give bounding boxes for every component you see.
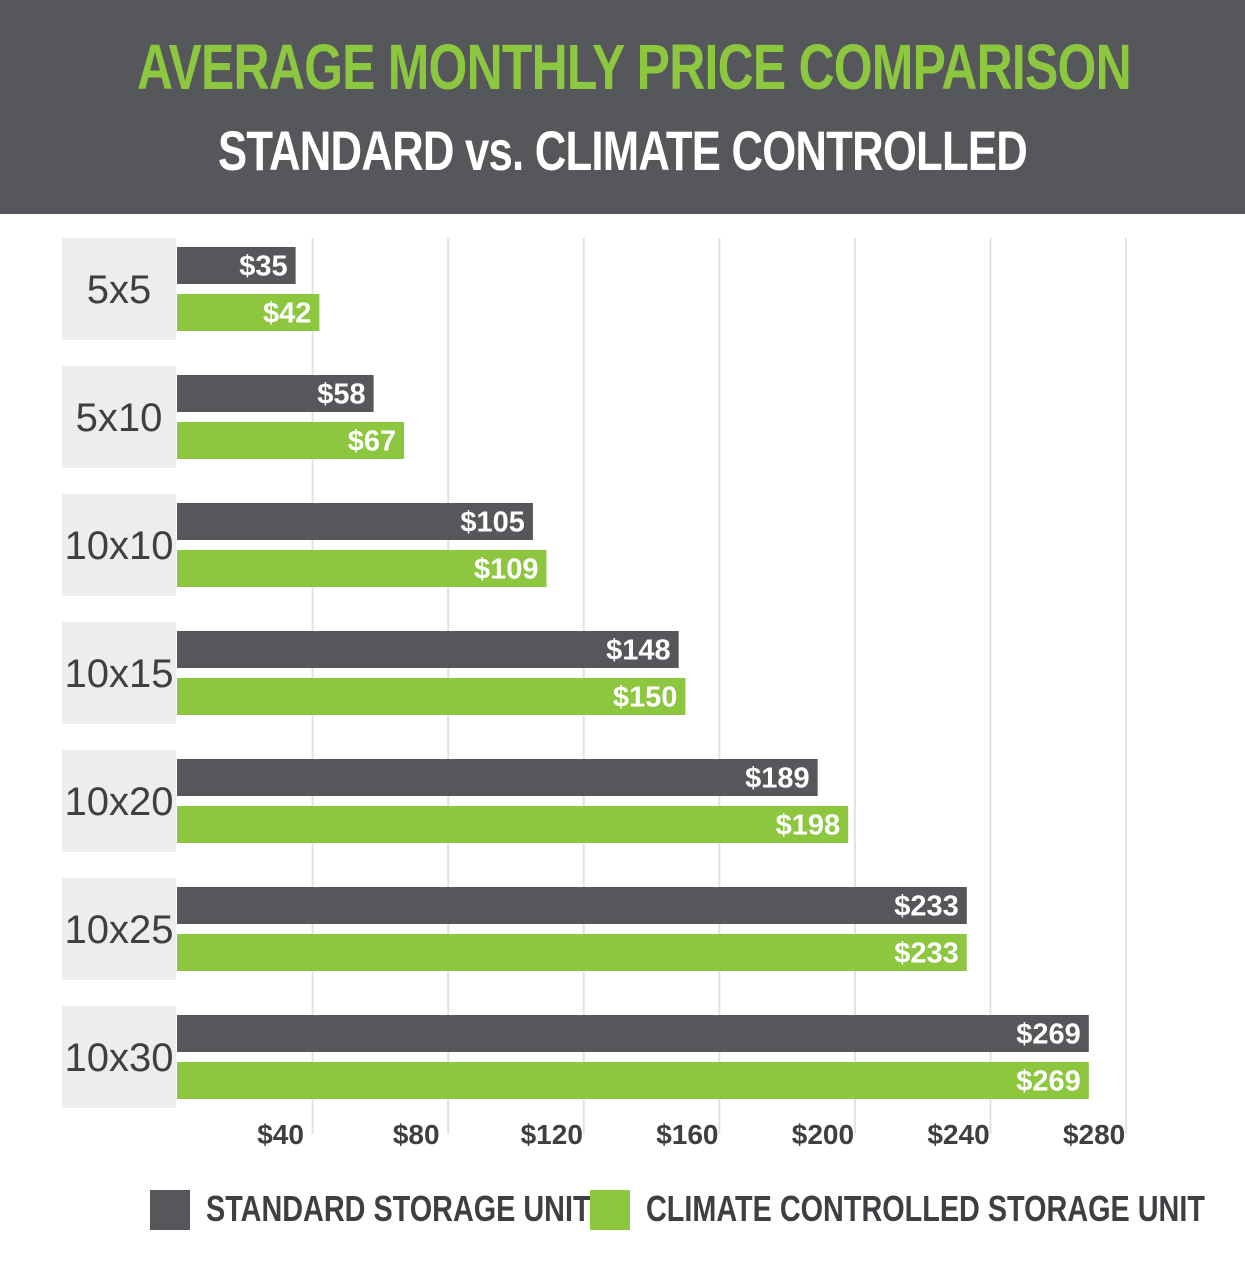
category-box-10x10 (62, 494, 176, 596)
legend: STANDARD STORAGE UNIT CLIMATE CONTROLLED… (0, 1180, 1245, 1240)
climate-value-label: $150 (613, 682, 678, 714)
climate-bar-10x15 (177, 678, 686, 715)
standard-bar-10x10 (177, 503, 533, 540)
category-box-10x15 (62, 622, 176, 724)
x-tick-label: $160 (656, 1119, 718, 1150)
x-tick-label: $120 (521, 1119, 583, 1150)
category-box-5x10 (62, 366, 176, 468)
category-box-10x25 (62, 878, 176, 980)
climate-bar-10x10 (177, 550, 547, 587)
chart-subtitle: STANDARD vs. CLIMATE CONTROLLED (218, 119, 1028, 182)
climate-value-label: $198 (776, 810, 841, 842)
standard-value-label: $105 (460, 507, 525, 539)
climate-value-label: $109 (474, 554, 539, 586)
legend-swatch-standard (150, 1190, 190, 1230)
climate-bar-10x25 (177, 934, 967, 971)
legend-label-standard: STANDARD STORAGE UNIT (206, 1188, 591, 1229)
standard-bar-10x30 (177, 1015, 1089, 1052)
standard-bar-5x10 (177, 375, 374, 412)
category-label: 10x30 (65, 1036, 174, 1080)
category-label: 10x15 (65, 652, 174, 696)
standard-bar-10x20 (177, 759, 818, 796)
standard-bar-10x15 (177, 631, 679, 668)
climate-value-label: $269 (1016, 1066, 1081, 1098)
standard-bar-10x25 (177, 887, 967, 924)
standard-value-label: $269 (1016, 1019, 1081, 1051)
category-box-5x5 (62, 238, 176, 340)
standard-bar-5x5 (177, 247, 296, 284)
x-tick-label: $280 (1063, 1119, 1125, 1150)
category-label: 10x25 (65, 908, 174, 952)
climate-bar-5x10 (177, 422, 405, 459)
category-box-10x30 (62, 1006, 176, 1108)
category-label: 10x10 (65, 524, 174, 568)
x-tick-label: $240 (927, 1119, 989, 1150)
standard-value-label: $189 (745, 763, 810, 795)
legend-label-climate: CLIMATE CONTROLLED STORAGE UNIT (646, 1188, 1205, 1229)
climate-bar-5x5 (177, 294, 320, 331)
climate-value-label: $233 (894, 938, 959, 970)
category-label: 5x10 (76, 396, 163, 440)
chart-header: AVERAGE MONTHLY PRICE COMPARISON STANDAR… (0, 0, 1245, 214)
chart-title: AVERAGE MONTHLY PRICE COMPARISON (136, 31, 1132, 103)
x-axis-ticks: $40 $80 $120 $160 $200 $240 $280 (257, 1119, 1125, 1150)
climate-bar-10x20 (177, 806, 849, 843)
climate-bar-10x30 (177, 1062, 1089, 1099)
standard-value-label: $148 (606, 635, 671, 667)
bars: $35 $42 $58 $67 $105 $109 $148 $150 $189 $198 $233… (177, 247, 1089, 1099)
category-labels: 5x5 5x10 10x10 10x15 10x20 10x25 10x30 (62, 238, 176, 1108)
x-tick-label: $80 (393, 1119, 440, 1150)
category-label: 5x5 (87, 268, 152, 312)
category-label: 10x20 (65, 780, 174, 824)
category-box-10x20 (62, 750, 176, 852)
climate-value-label: $67 (348, 426, 396, 458)
x-tick-label: $40 (257, 1119, 304, 1150)
climate-value-label: $42 (263, 298, 311, 330)
x-tick-label: $200 (792, 1119, 854, 1150)
standard-value-label: $58 (317, 379, 365, 411)
standard-value-label: $35 (239, 251, 287, 283)
legend-swatch-climate (590, 1190, 630, 1230)
standard-value-label: $233 (894, 891, 959, 923)
